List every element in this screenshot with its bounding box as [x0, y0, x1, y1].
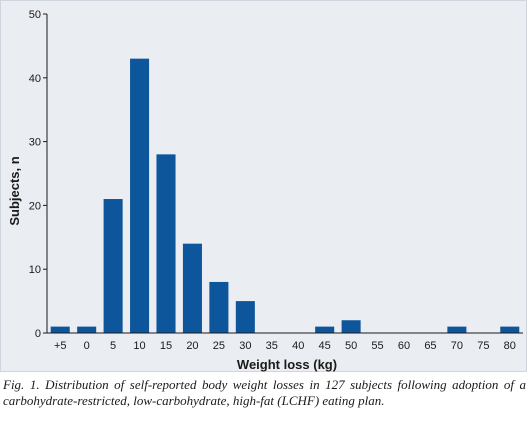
bar-chart: 0 10 20 30 40 50 +5 0 5 10 15 20 25 30 35 40 45 50 55 60 65… — [7, 9, 523, 372]
x-tick-label: +5 — [54, 340, 67, 352]
y-tick-label: 20 — [29, 200, 41, 212]
x-tick-label: 15 — [160, 340, 172, 352]
x-tick-label: 30 — [239, 340, 251, 352]
x-tick-label: 40 — [292, 340, 304, 352]
bar-20 — [182, 243, 202, 333]
figure-panel: 0 10 20 30 40 50 +5 0 5 10 15 20 25 30 35 40 45 50 55 60 65… — [0, 0, 527, 372]
x-tick-label: 25 — [213, 340, 225, 352]
bar-0 — [77, 326, 97, 333]
figure-caption: Fig. 1. Distribution of self-reported bo… — [3, 377, 526, 408]
bar-+5 — [50, 326, 70, 333]
y-tick-label: 30 — [29, 137, 41, 149]
bar-45 — [315, 326, 335, 333]
y-tick-label: 40 — [29, 73, 41, 85]
bar-30 — [235, 301, 255, 333]
x-tick-label: 0 — [84, 340, 90, 352]
x-tick-label: 5 — [110, 340, 116, 352]
x-tick-label: 10 — [133, 340, 145, 352]
y-axis-ticks: 0 10 20 30 40 50 — [29, 9, 47, 340]
x-tick-label: 55 — [371, 340, 383, 352]
bar-70 — [447, 326, 467, 333]
x-tick-label: 35 — [266, 340, 278, 352]
x-tick-label: 20 — [186, 340, 198, 352]
y-tick-label: 10 — [29, 264, 41, 276]
x-tick-label: 80 — [504, 340, 516, 352]
y-tick-label: 0 — [35, 328, 41, 340]
x-tick-label: 65 — [424, 340, 436, 352]
x-tick-label: 75 — [477, 340, 489, 352]
x-tick-label: 50 — [345, 340, 357, 352]
y-axis-title: Subjects, n — [7, 156, 22, 225]
x-tick-label: 70 — [451, 340, 463, 352]
bar-5 — [103, 199, 123, 333]
bar-80 — [500, 326, 520, 333]
bar-15 — [156, 154, 176, 333]
bar-25 — [209, 281, 229, 333]
x-tick-label: 60 — [398, 340, 410, 352]
bar-10 — [130, 58, 150, 333]
bars-group — [50, 58, 520, 333]
x-axis-title: Weight loss (kg) — [237, 357, 337, 372]
bar-50 — [341, 320, 361, 333]
y-tick-label: 50 — [29, 9, 41, 21]
x-tick-label: 45 — [319, 340, 331, 352]
x-axis-ticks: +5 0 5 10 15 20 25 30 35 40 45 50 55 60 65 70 75 80 — [54, 340, 516, 352]
